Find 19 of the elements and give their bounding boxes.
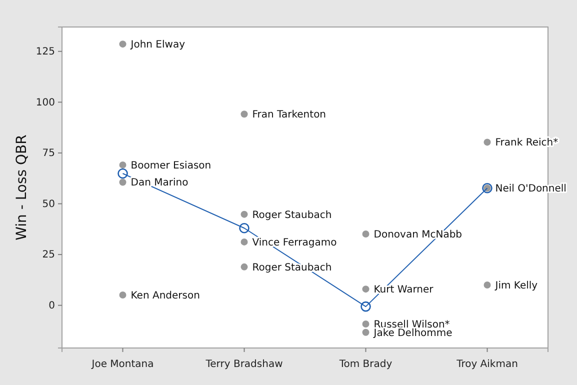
x-tick-label: Terry Bradshaw [204,359,283,370]
y-tick-label: 125 [36,46,55,58]
annotation: Jim Kelly [494,280,538,292]
annotation: John Elway [130,40,186,51]
y-tick-label: 100 [36,97,55,108]
annotation: Boomer Esiason [130,160,212,172]
x-tick-label: Joe Montana [90,359,154,370]
y-tick-label: 50 [42,198,55,210]
y-tick-label: 0 [48,300,55,312]
annotation: Frank Reich* [495,138,558,149]
x-tick-label: Troy Aikman [456,359,518,370]
annotation: Fran Tarkenton [252,110,326,121]
y-tick-label: 25 [42,250,55,261]
annotation: Ken Anderson [130,290,200,302]
annotation: Neil O'Donnell [495,184,566,195]
x-tick-label: Tom Brady [338,359,392,370]
y-tick-label: 75 [42,148,55,160]
y-axis-title: Win - Loss QBR [14,134,30,240]
annotation: Roger Staubach [252,210,332,221]
